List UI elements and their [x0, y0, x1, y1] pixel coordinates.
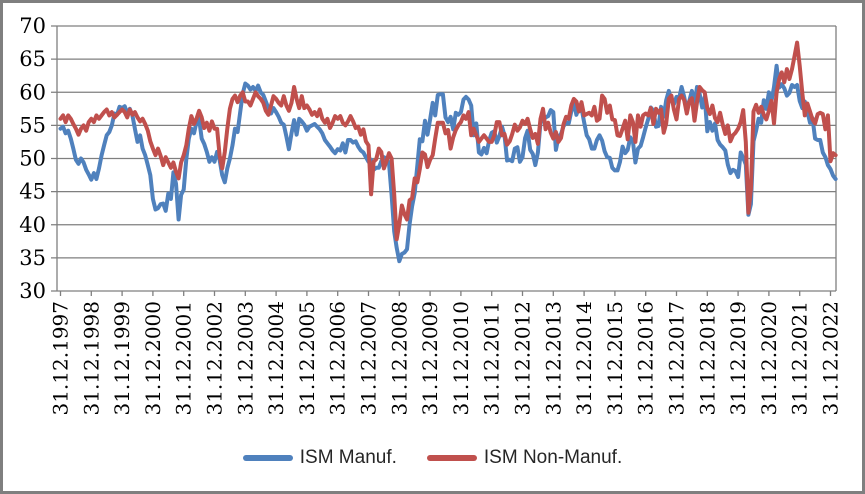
- x-tick-label: 31.12.2022: [819, 301, 843, 416]
- y-tick-label: 65: [19, 47, 46, 71]
- x-tick-label: 31.12.2015: [603, 301, 627, 416]
- x-tick-label: 31.12.2009: [418, 301, 442, 416]
- chart-legend: ISM Manuf. ISM Non-Manuf.: [3, 443, 862, 473]
- legend-line-swatch-blue: [242, 455, 293, 461]
- x-tick-label: 31.12.2005: [295, 301, 319, 416]
- legend-item-ism-non-manuf: ISM Non-Manuf.: [426, 447, 623, 469]
- y-tick-label: 70: [19, 14, 46, 38]
- legend-label-ism-manuf: ISM Manuf.: [299, 447, 397, 468]
- x-tick-label: 31.12.2003: [233, 301, 257, 416]
- x-tick-label: 31.12.2001: [172, 301, 196, 416]
- y-tick-label: 35: [19, 246, 46, 270]
- x-tick-label: 31.12.2014: [572, 301, 596, 416]
- x-tick-label: 31.12.2010: [449, 301, 473, 416]
- x-tick-label: 31.12.2011: [480, 301, 504, 416]
- x-tick-label: 31.12.2013: [541, 301, 565, 416]
- x-tick-label: 31.12.2017: [665, 301, 689, 416]
- x-tick-label: 31.12.2019: [726, 301, 750, 416]
- x-tick-label: 31.12.2021: [788, 301, 812, 416]
- x-tick-label: 31.12.2000: [141, 301, 165, 416]
- x-tick-label: 31.12.2002: [203, 301, 227, 416]
- legend-label-ism-non-manuf: ISM Non-Manuf.: [483, 447, 623, 468]
- series-line-ism-manuf: [58, 63, 838, 264]
- x-tick-label: 31.12.2016: [634, 301, 658, 416]
- x-tick-label: 31.12.2004: [264, 301, 288, 416]
- y-tick-label: 40: [19, 213, 46, 237]
- x-tick-label: 31.12.1997: [49, 301, 73, 416]
- y-tick-label: 50: [19, 147, 46, 171]
- legend-item-ism-manuf: ISM Manuf.: [242, 447, 397, 469]
- y-tick-label: 30: [19, 279, 46, 303]
- y-tick-label: 55: [19, 113, 46, 137]
- x-tick-label: 31.12.2008: [387, 301, 411, 416]
- legend-line-swatch-red: [426, 455, 477, 461]
- x-tick-label: 31.12.2006: [326, 301, 350, 416]
- x-tick-label: 31.12.2007: [357, 301, 381, 416]
- x-tick-label: 31.12.1998: [79, 301, 103, 416]
- x-tick-label: 31.12.2020: [757, 301, 781, 416]
- x-tick-label: 31.12.2018: [695, 301, 719, 416]
- series-line-ism-non-manuf: [58, 40, 838, 242]
- x-tick-label: 31.12.1999: [110, 301, 134, 416]
- y-tick-label: 45: [19, 180, 46, 204]
- y-tick-label: 60: [19, 80, 46, 104]
- x-tick-label: 31.12.2012: [511, 301, 535, 416]
